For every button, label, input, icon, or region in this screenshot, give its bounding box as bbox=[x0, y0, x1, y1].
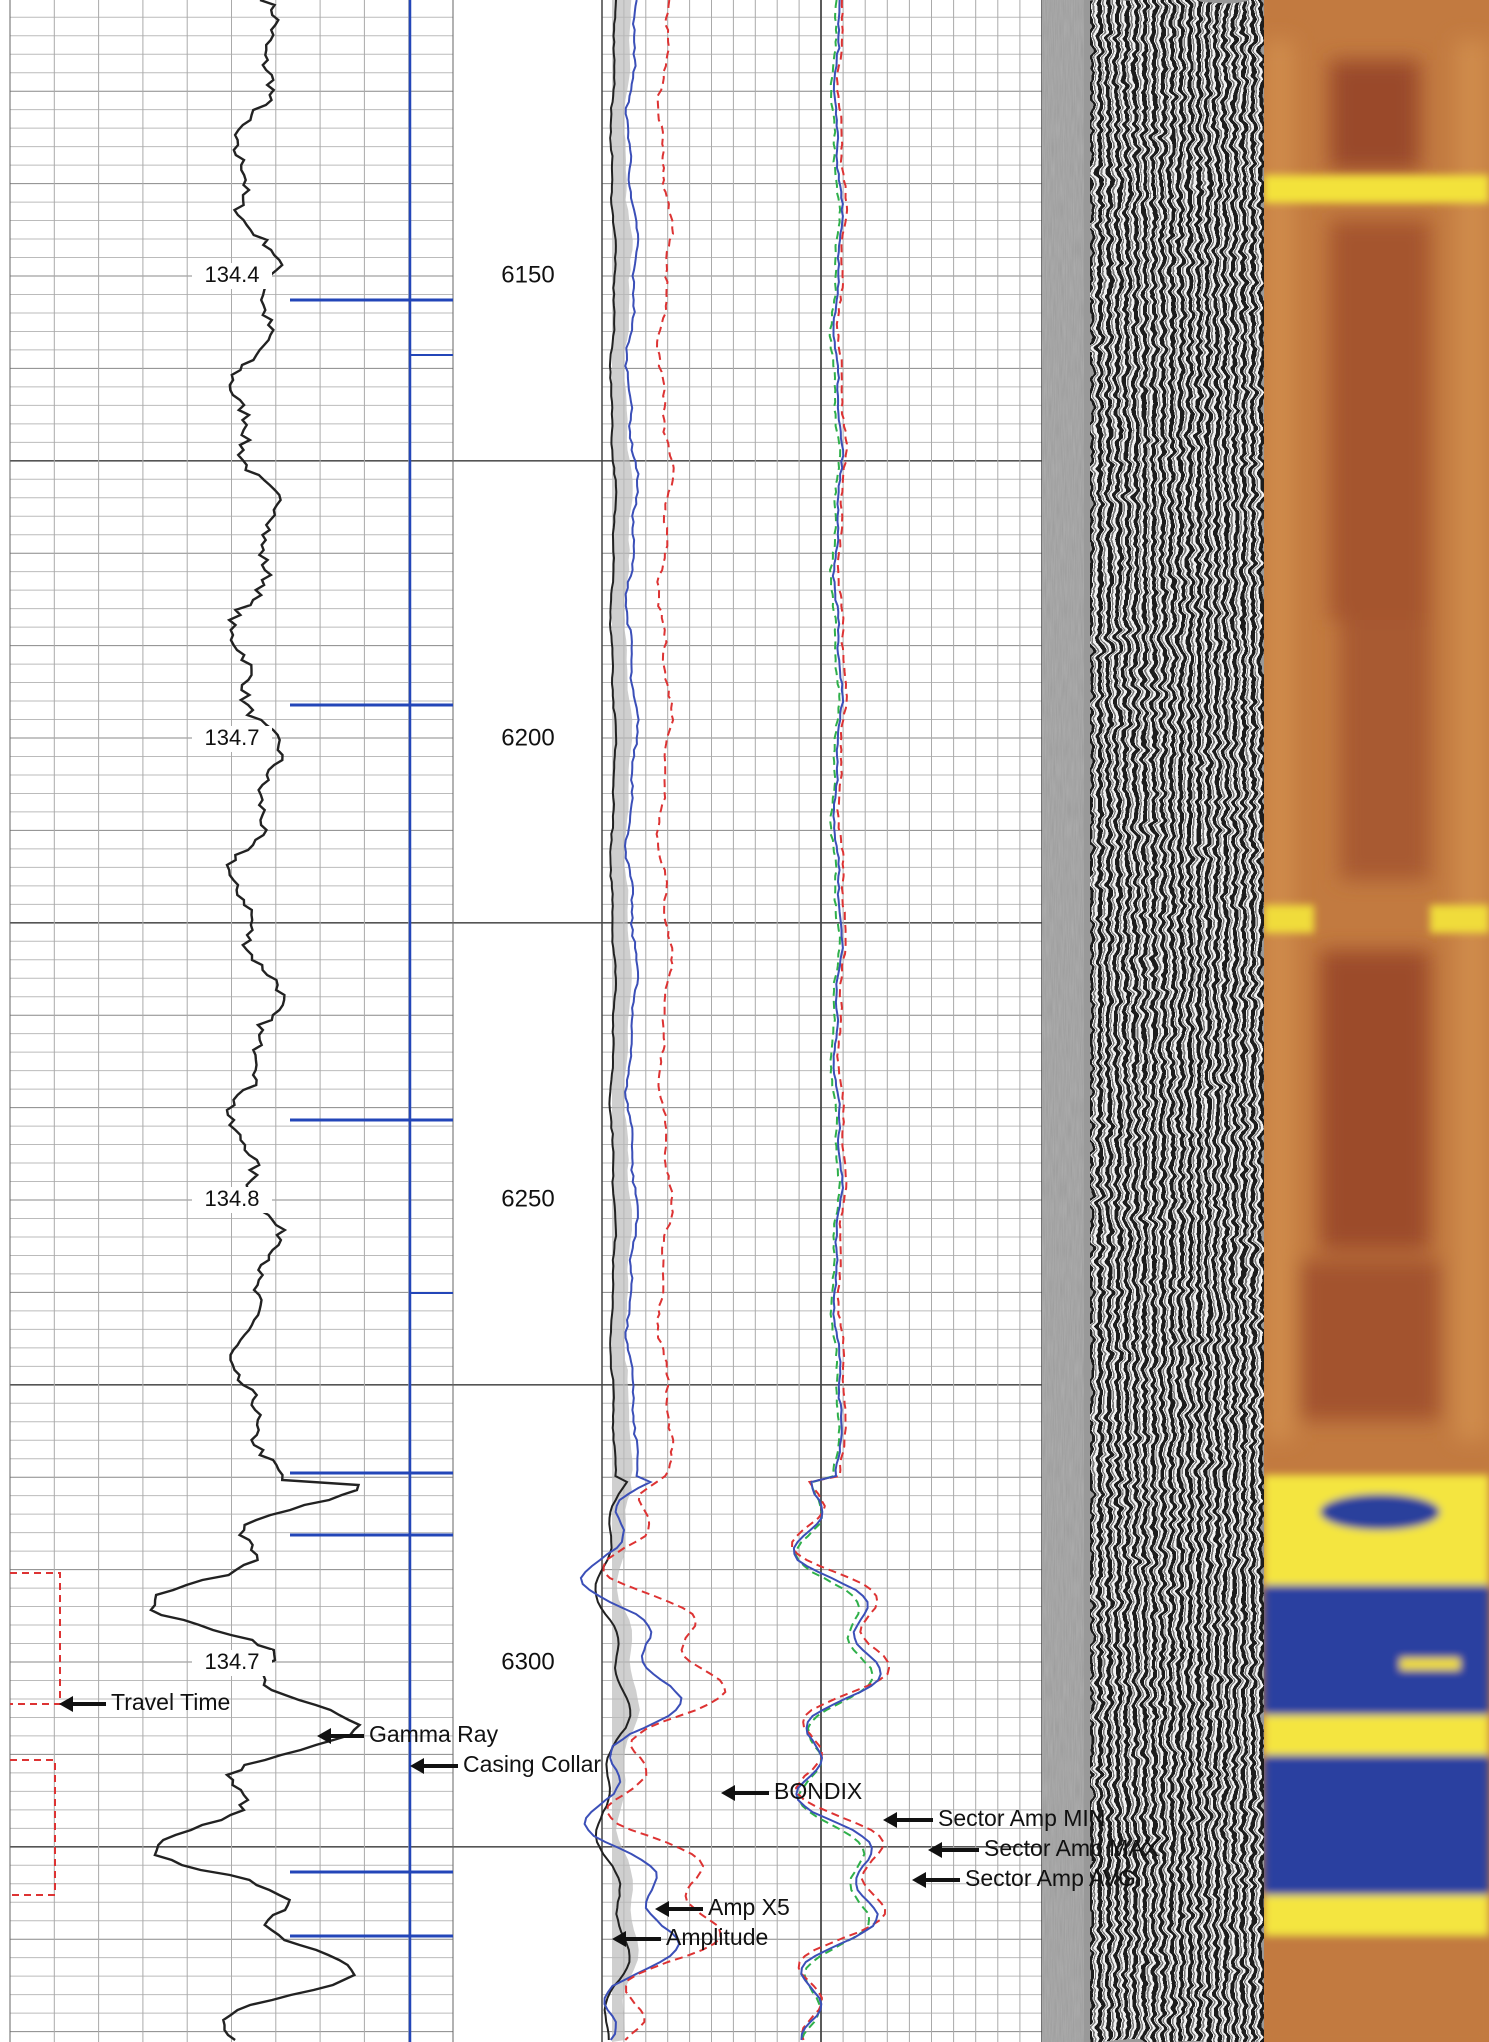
gamma-ray-curve bbox=[149, 0, 362, 2041]
arrow-head bbox=[59, 1696, 73, 1712]
travel-time-label: 134.7 bbox=[204, 725, 259, 750]
curve-label: Gamma Ray bbox=[369, 1721, 499, 1747]
arrow-head bbox=[912, 1872, 926, 1888]
labels: 6150 134.4 6200 134.7 6250 134.8 6300 134.7 Trav… bbox=[59, 261, 1159, 1950]
curve-label: BONDIX bbox=[774, 1778, 862, 1804]
curve-label: Sector Amp AVG bbox=[965, 1865, 1136, 1891]
sector-amp-avg-curve bbox=[792, 0, 882, 2041]
amplitude-curve bbox=[594, 0, 632, 2041]
label-background bbox=[192, 263, 272, 289]
arrow-head bbox=[883, 1812, 897, 1828]
label-background bbox=[192, 1187, 272, 1213]
arrow-head bbox=[410, 1758, 424, 1774]
arrow-head bbox=[317, 1728, 331, 1744]
curve-label: Amplitude bbox=[666, 1924, 768, 1950]
travel-time-label: 134.7 bbox=[204, 1649, 259, 1674]
depth-label: 6150 bbox=[501, 261, 554, 288]
amplitude-fill bbox=[612, 0, 640, 2042]
travel-time-label: 134.4 bbox=[204, 262, 259, 287]
curve-label: Amp X5 bbox=[708, 1894, 790, 1920]
sector-amp-min-curve bbox=[794, 0, 874, 2041]
depth-label: 6300 bbox=[501, 1648, 554, 1675]
arrow-head bbox=[655, 1901, 669, 1917]
bondix-curve bbox=[602, 0, 727, 2041]
depth-label: 6250 bbox=[501, 1185, 554, 1212]
curve-label: Casing Collar bbox=[463, 1751, 601, 1777]
depth-label: 6200 bbox=[501, 724, 554, 751]
arrow-head bbox=[612, 1931, 626, 1947]
vdl-image bbox=[1090, 0, 1264, 2042]
arrow-head bbox=[721, 1785, 735, 1801]
label-background bbox=[192, 726, 272, 752]
travel-time-curve bbox=[10, 1572, 61, 1896]
amp-x5-curve bbox=[579, 0, 683, 2041]
curve-label: Sector Amp MIN bbox=[938, 1805, 1105, 1831]
travel-time-label: 134.8 bbox=[204, 1186, 259, 1211]
arrow-head bbox=[928, 1842, 942, 1858]
label-background bbox=[192, 1650, 272, 1676]
sector-amp-max-curve bbox=[790, 0, 891, 2041]
amplitude-map bbox=[1264, 0, 1489, 2042]
grid bbox=[9, 0, 1043, 2042]
vdl-noise bbox=[1042, 0, 1084, 2042]
curve-label: Sector Amp MAX bbox=[984, 1835, 1159, 1861]
curves bbox=[10, 0, 891, 2042]
curve-label: Travel Time bbox=[111, 1689, 230, 1715]
